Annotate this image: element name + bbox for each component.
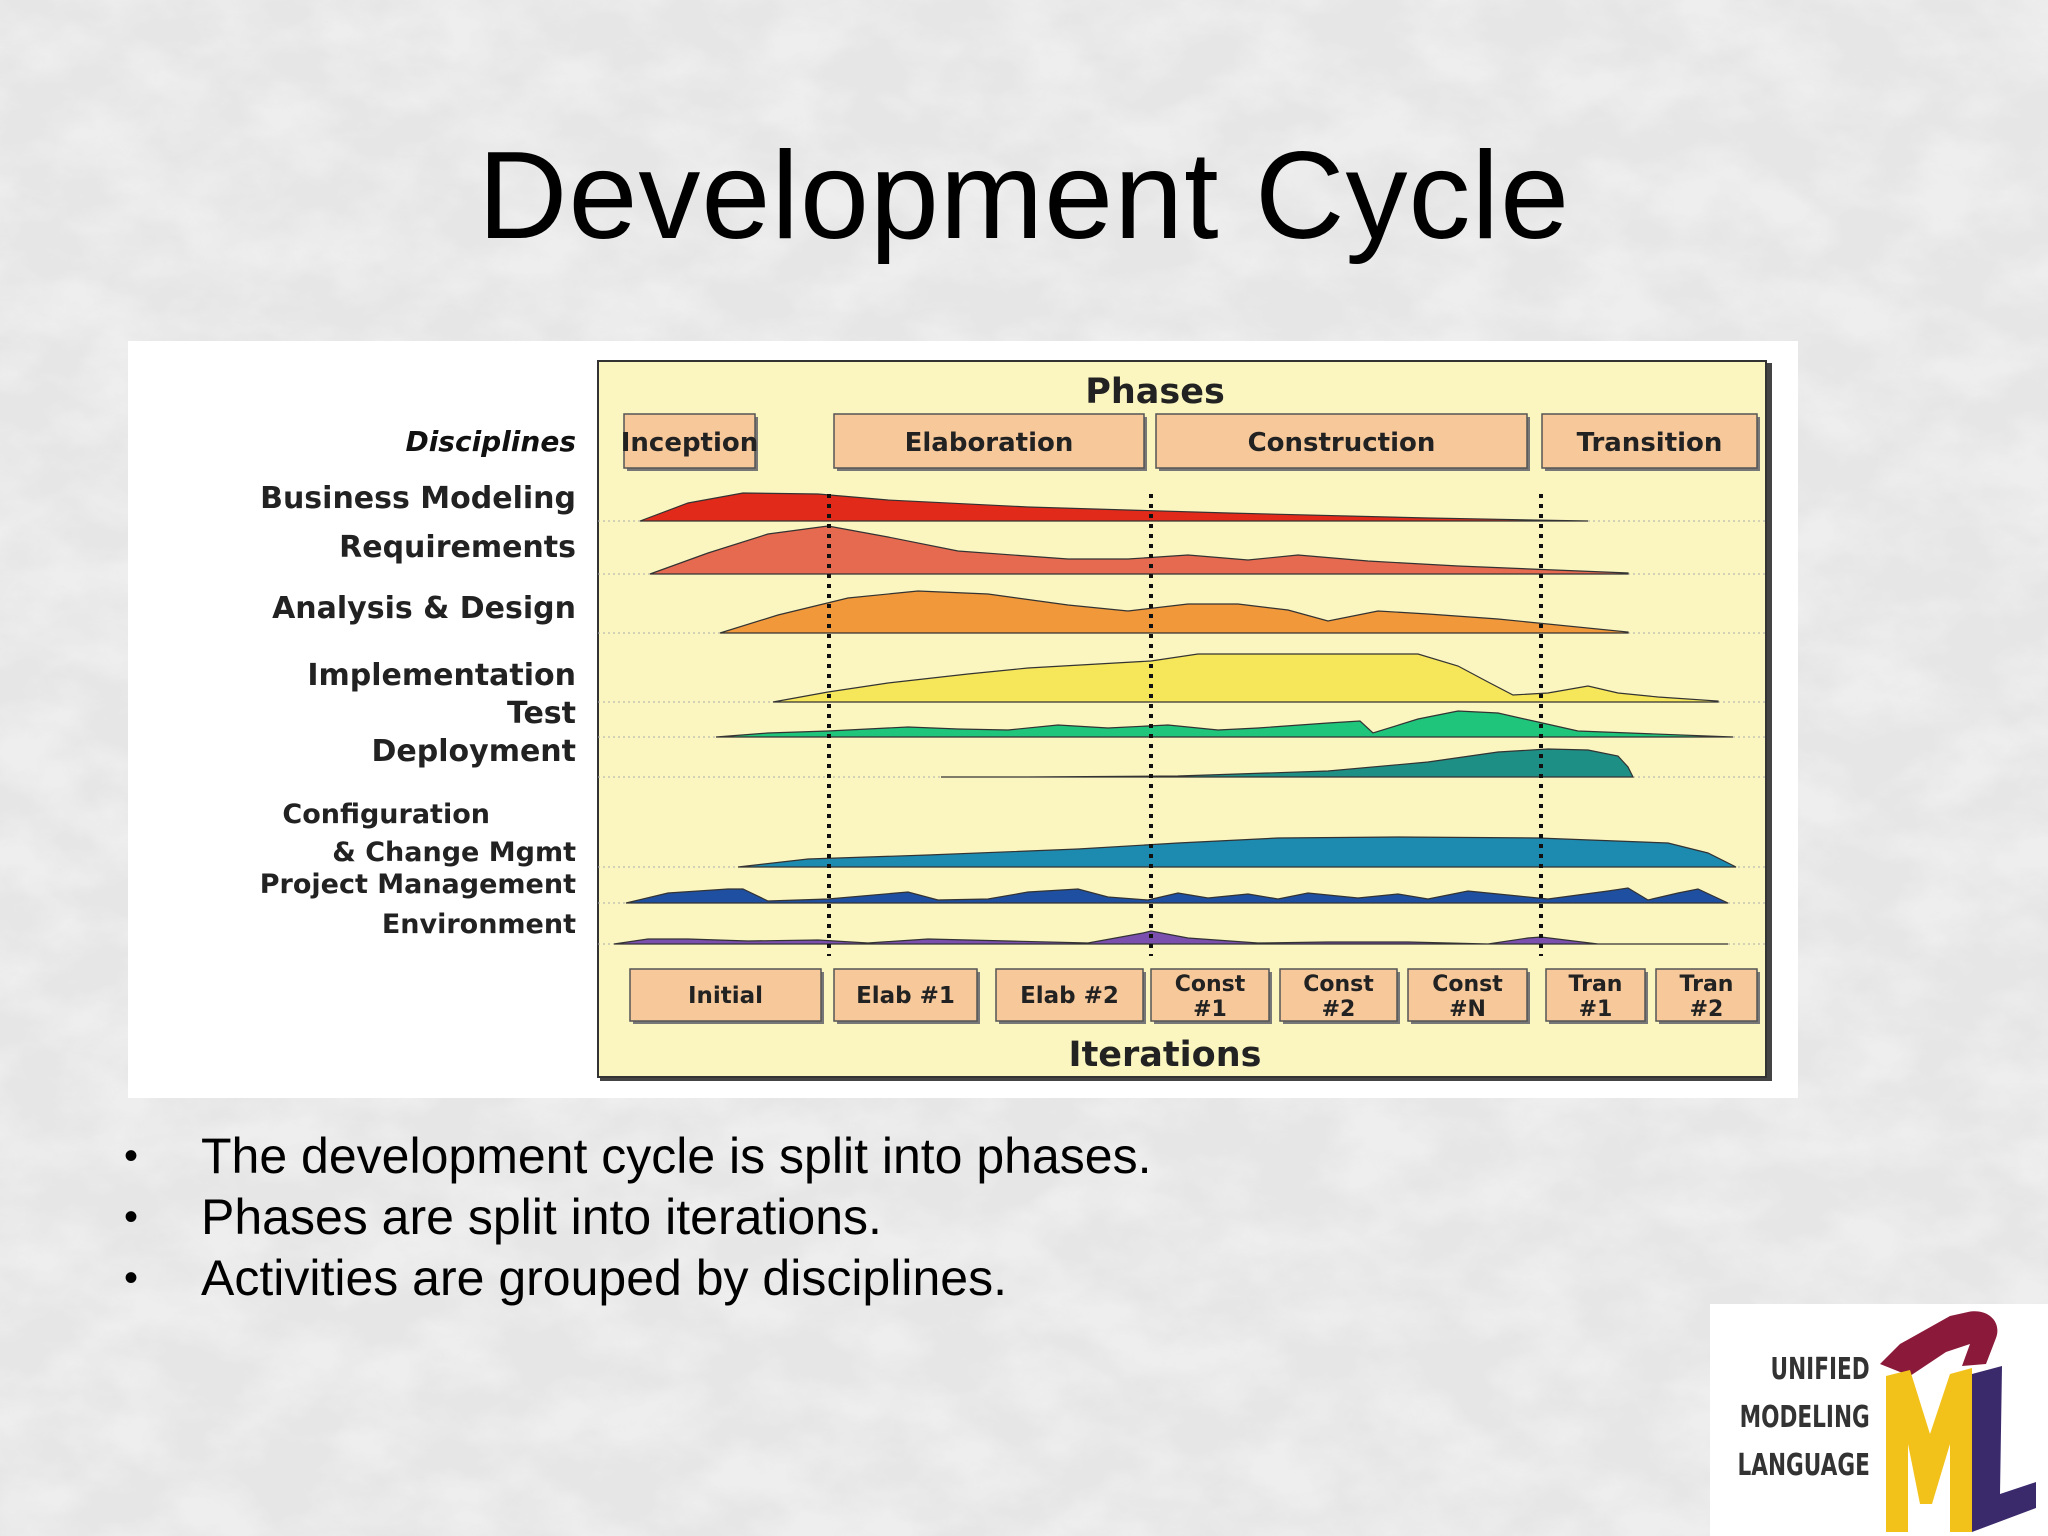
iteration-box: Tran#2 <box>1655 968 1760 1024</box>
logo-l-shape <box>1972 1366 2036 1532</box>
phase-box-inception: Inception <box>621 413 759 471</box>
iteration-box-rect <box>833 968 978 1022</box>
iteration-label: Const <box>1432 972 1503 997</box>
phase-label: Transition <box>1577 428 1723 458</box>
bullet-dot: • <box>124 1195 139 1239</box>
uml-logo: UNIFIED MODELING LANGUAGE <box>1710 1304 2048 1536</box>
iteration-label: Const <box>1303 972 1374 997</box>
hump-band-project-management <box>625 887 1729 904</box>
iteration-label: #2 <box>1690 997 1724 1022</box>
phase-box-elaboration: Elaboration <box>833 413 1147 471</box>
iteration-label: Elab #1 <box>856 983 955 1009</box>
iteration-box: Elab #2 <box>995 968 1146 1024</box>
hump-band-requirements <box>649 525 1629 575</box>
bullet-item: • The development cycle is split into pha… <box>118 1126 1152 1187</box>
iterations-title: Iterations <box>1069 1035 1262 1075</box>
phase-label: Elaboration <box>905 428 1074 458</box>
logo-text-modeling: MODELING <box>1739 1400 1870 1435</box>
iteration-label: #1 <box>1193 997 1227 1022</box>
iteration-box-rect <box>1655 968 1758 1022</box>
phases-title: Phases <box>1085 372 1225 412</box>
development-cycle-diagram: Phases Disciplines Inception Elaboration C… <box>128 341 1798 1098</box>
iteration-boxes: Initial Elab #1 Elab #2 Const#1Const#2Const… <box>629 968 1760 1024</box>
iteration-label: Elab #2 <box>1020 983 1119 1009</box>
iteration-label: Tran <box>1569 972 1623 997</box>
chart-panel <box>597 360 1767 1078</box>
iteration-box-rect <box>1150 968 1270 1022</box>
bullet-item: • Phases are split into iterations. <box>118 1187 1152 1248</box>
iteration-label: #2 <box>1322 997 1356 1022</box>
hump-band-analysis-design <box>719 590 1629 634</box>
discipline-label: & Change Mgmt <box>332 837 576 868</box>
hump-band-business-modeling <box>639 492 1589 522</box>
iteration-box: Elab #1 <box>833 968 980 1024</box>
discipline-label: Analysis & Design <box>272 591 576 626</box>
hump-band-configuration <box>737 836 1737 868</box>
bullet-item: • Activities are grouped by disciplines. <box>118 1248 1152 1309</box>
iteration-box-rect <box>1545 968 1646 1022</box>
discipline-label: Project Management <box>260 869 576 900</box>
discipline-labels: Business Modeling Requirements Analysis & … <box>260 481 576 940</box>
bullet-list: • The development cycle is split into pha… <box>118 1126 1152 1309</box>
logo-m-shape <box>1886 1368 1972 1532</box>
iteration-box-rect <box>1279 968 1398 1022</box>
iteration-label: Tran <box>1680 972 1734 997</box>
bullet-text: Phases are split into iterations. <box>201 1189 882 1245</box>
discipline-humps <box>598 492 1766 945</box>
iteration-label: Const <box>1175 972 1246 997</box>
phase-box-transition: Transition <box>1541 413 1760 471</box>
phase-box <box>1155 413 1528 469</box>
discipline-label: Test <box>507 696 576 731</box>
iteration-label: #N <box>1449 997 1486 1022</box>
iteration-label: #1 <box>1579 997 1613 1022</box>
iteration-box-rect <box>995 968 1144 1022</box>
bullet-dot: • <box>124 1256 139 1300</box>
iteration-label: Initial <box>688 983 763 1009</box>
discipline-label: Deployment <box>372 734 576 769</box>
discipline-label: Business Modeling <box>260 481 576 516</box>
phase-box <box>1541 413 1758 469</box>
iteration-box-rect <box>629 968 822 1022</box>
phase-box <box>623 413 756 469</box>
slide-title: Development Cycle <box>477 127 1571 265</box>
phase-box <box>833 413 1145 469</box>
logo-text-unified: UNIFIED <box>1770 1352 1870 1387</box>
uml-letters-graphic <box>1880 1311 2036 1532</box>
phase-label: Inception <box>621 428 759 458</box>
bullet-text: The development cycle is split into phas… <box>201 1128 1152 1184</box>
logo-u-shape <box>1880 1311 1998 1376</box>
logo-text-language: LANGUAGE <box>1737 1448 1870 1483</box>
hump-band-implementation <box>772 653 1719 703</box>
discipline-label: Environment <box>382 909 576 940</box>
iteration-box: Const#N <box>1407 968 1530 1024</box>
discipline-label: Configuration <box>282 799 490 830</box>
iteration-box: Const#2 <box>1279 968 1400 1024</box>
phase-box-construction: Construction <box>1155 413 1530 471</box>
disciplines-heading: Disciplines <box>405 425 576 458</box>
iteration-box: Tran#1 <box>1545 968 1648 1024</box>
iteration-box-rect <box>1407 968 1528 1022</box>
discipline-label: Implementation <box>307 658 576 693</box>
hump-band-test <box>715 710 1734 738</box>
iteration-box: Const#1 <box>1150 968 1272 1024</box>
phase-label: Construction <box>1248 428 1436 458</box>
discipline-label: Requirements <box>339 530 576 565</box>
phase-boxes: Inception Elaboration Construction Transiti… <box>621 413 1760 471</box>
bullet-dot: • <box>124 1134 139 1178</box>
milestone-lines <box>827 494 1543 956</box>
iteration-box: Initial <box>629 968 824 1024</box>
hump-band-environment <box>613 930 1728 945</box>
bullet-text: Activities are grouped by disciplines. <box>201 1250 1007 1306</box>
rup-hump-chart: Phases Disciplines Inception Elaboration C… <box>260 360 1772 1081</box>
